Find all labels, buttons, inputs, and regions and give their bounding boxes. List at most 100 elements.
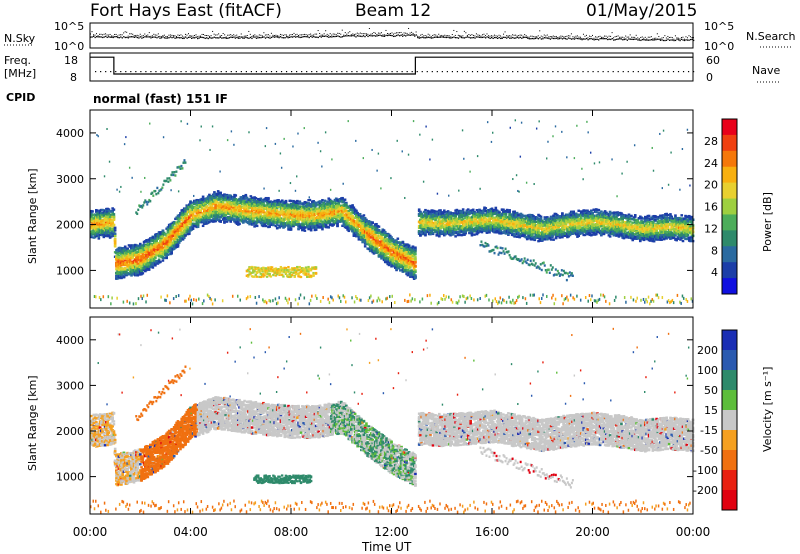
noise-sky-point [376,35,378,37]
power-cell [201,224,205,228]
noise-sky-point [393,35,395,38]
noise-sky-point [370,35,372,37]
power-cell [113,245,117,248]
noise-search-point [399,32,401,34]
noise-sky-point [117,36,119,39]
nave-point [100,71,102,73]
noise-search-point [463,30,465,32]
noise-search-point [172,35,174,37]
noise-sky-point [296,35,298,38]
power-cell [285,298,288,302]
nave-point [411,71,413,73]
noise-search-point [620,36,622,38]
noise-sky-point [637,39,639,41]
noise-sky-point [542,38,544,40]
noise-search-point [418,36,420,38]
noise-sky-point [266,36,268,38]
power-cell [291,216,294,219]
power-cell [145,300,147,304]
noise-search-point [263,32,265,34]
noise-search-point [343,34,345,36]
noise-search-point [340,33,342,35]
power-cell [278,215,282,219]
power-cell [156,237,160,240]
noise-sky-point [316,36,318,38]
noise-sky-point [187,36,190,39]
power-cell [284,201,288,204]
noise-search-point [261,35,263,37]
noise-search-point [118,34,120,36]
power-cell [255,301,258,305]
power-cell [323,207,327,210]
noise-sky-point [451,36,454,39]
noise-search-point [145,35,147,37]
power-cell [211,302,214,306]
power-cell [296,209,299,212]
nave-point [110,71,112,73]
power-cell [122,248,126,251]
noise-sky-point [656,38,659,40]
power-cell [332,298,334,302]
power-cell [108,229,112,232]
noise-search-point [290,34,292,36]
power-cell [298,296,301,300]
noise-search-point [331,34,333,36]
power-cell [209,296,211,300]
noise-search-point [590,36,592,38]
noise-sky-point [683,39,686,42]
power-cell [128,258,132,262]
noise-sky-point [430,37,432,39]
power-cell [239,298,241,302]
power-cell [112,223,116,227]
power-cell [308,198,312,202]
power-cell [132,302,135,306]
power-cell [112,217,116,220]
noise-search-point [356,32,358,34]
noise-search-point [370,33,372,35]
noise-sky-point [186,37,188,39]
power-cell [169,240,172,244]
power-cell [108,228,112,231]
noise-sky-point [412,34,414,36]
noise-search-point [403,32,405,34]
power-cell [252,217,255,220]
noise-sky-point [267,36,270,39]
noise-search-point [632,36,634,38]
power-cell [125,262,128,266]
noise-sky-point [272,36,274,38]
power-cell [280,209,284,212]
power-cell [218,201,221,205]
power-cell [317,141,319,144]
power-cell [283,205,287,208]
power-cell [141,251,145,255]
power-cell [285,222,289,225]
noise-search-point [319,32,321,34]
noise-sky-point [159,37,161,39]
noise-sky-point [540,38,543,40]
power-cell [238,198,241,201]
noise-sky-point [650,38,653,41]
noise-sky-point [481,36,484,39]
power-cell [296,202,299,205]
power-cell [116,257,119,261]
power-cell [137,253,141,257]
power-cell [97,228,101,231]
power-cell [200,200,204,204]
noise-sky-point [563,37,565,39]
noise-search-point [436,35,438,37]
noise-sky-point [436,36,439,38]
noise-search-point [240,33,242,35]
noise-search-point [405,32,407,34]
power-cell [165,298,167,302]
noise-sky-point [653,39,656,41]
noise-search-point [251,36,253,38]
noise-search-point [667,35,669,37]
noise-sky-point [418,37,420,39]
power-cell [136,262,140,265]
power-cell [140,294,142,298]
noise-search-point [383,34,385,36]
noise-sky-point [201,36,203,39]
noise-search-point [635,34,637,36]
power-cell [120,263,123,267]
power-cell [327,226,331,229]
